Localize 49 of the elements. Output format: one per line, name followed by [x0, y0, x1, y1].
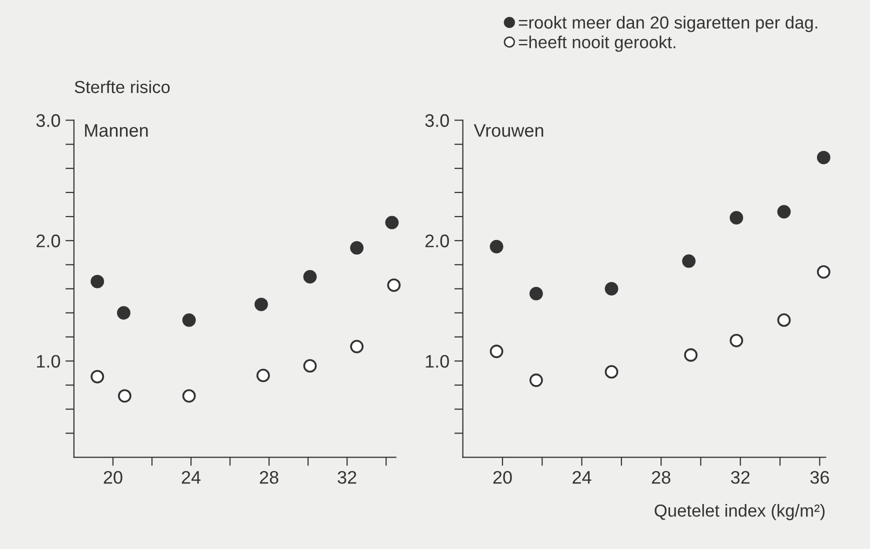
x-tick-label: 24 [182, 470, 201, 484]
point [350, 241, 364, 255]
point [303, 270, 317, 284]
point [182, 389, 196, 403]
x-tick-label: 32 [731, 470, 750, 484]
point [256, 368, 270, 382]
point [90, 370, 104, 384]
point [90, 274, 104, 288]
x-tick-label: 32 [338, 470, 356, 484]
x-tick-label: 36 [810, 470, 829, 484]
x-tick-label: 20 [493, 470, 512, 484]
point [350, 340, 364, 354]
x-tick-label: 20 [104, 470, 122, 484]
point [604, 365, 618, 379]
x-axis-title: Quetelet index (kg/m²) [654, 504, 825, 520]
point [387, 278, 401, 292]
point [118, 389, 132, 403]
point [684, 348, 698, 362]
point [254, 298, 268, 312]
point [816, 265, 830, 279]
legend-label: =heeft nooit gerookt. [518, 36, 676, 52]
point [529, 286, 543, 300]
point [682, 254, 696, 268]
point [730, 334, 744, 348]
point [816, 150, 830, 164]
point [777, 205, 791, 218]
chart-title: Vrouwen [474, 124, 544, 137]
y-tick-label: 1.0 [37, 354, 60, 368]
point [116, 306, 130, 320]
point [303, 359, 317, 373]
point [604, 282, 618, 296]
y-tick-label: 3.0 [36, 114, 60, 127]
point [529, 374, 543, 387]
y-axis-title: Sterfte risico [74, 80, 170, 94]
y-tick-label: 2.0 [425, 234, 449, 248]
x-tick-label: 28 [260, 470, 278, 484]
point [777, 313, 791, 327]
point [490, 240, 504, 254]
legend-label: =rookt meer dan 20 sigaretten per dag. [518, 16, 818, 32]
chart-title: Mannen [85, 124, 148, 137]
y-tick-label: 2.0 [36, 234, 60, 248]
point [490, 344, 504, 358]
y-tick-label: 1.0 [426, 354, 449, 368]
x-tick-label: 24 [572, 470, 592, 484]
point [182, 313, 196, 327]
point [730, 211, 744, 224]
x-tick-label: 28 [652, 470, 670, 484]
y-tick-label: 3.0 [425, 114, 449, 127]
point [385, 216, 399, 230]
